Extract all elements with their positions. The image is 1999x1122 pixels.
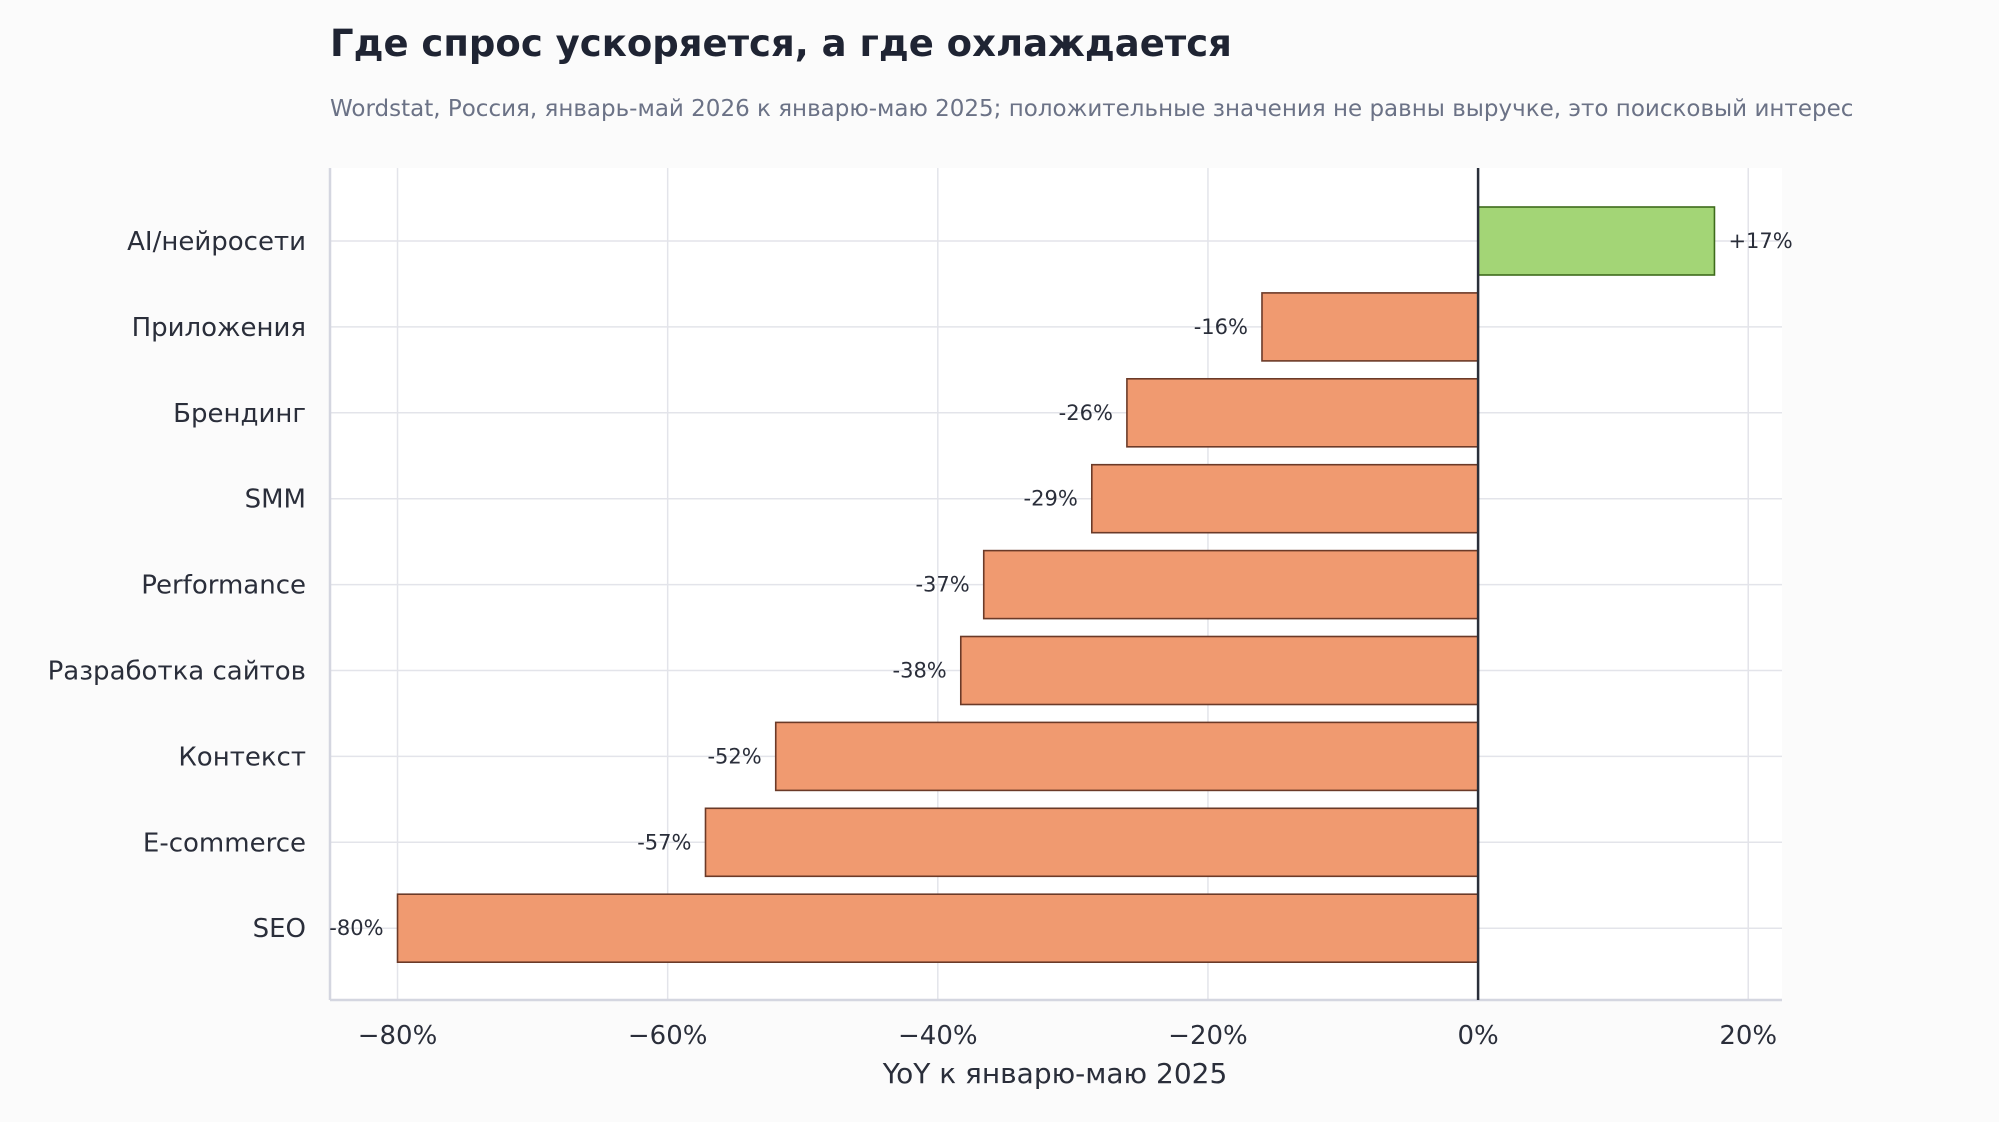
bar: [1126, 377, 1479, 448]
bar: [396, 893, 1479, 964]
x-tick-label: 20%: [1719, 1021, 1777, 1051]
y-tick-label: AI/нейросети: [127, 227, 306, 257]
y-tick-label: Разработка сайтов: [48, 657, 306, 687]
data-label: -38%: [893, 659, 947, 683]
y-tick-label: Брендинг: [173, 399, 306, 429]
bar-layer: [396, 206, 1716, 964]
x-tick-label: −20%: [1168, 1021, 1248, 1051]
y-tick-label: SEO: [253, 914, 306, 944]
bar: [1477, 206, 1716, 276]
y-tick-label: Приложения: [132, 313, 306, 343]
y-tick-label: E-commerce: [143, 828, 306, 858]
y-tick-label: SMM: [245, 485, 306, 515]
x-tick-label: −80%: [358, 1021, 438, 1051]
data-label: -16%: [1194, 315, 1248, 339]
x-tick-label: −40%: [898, 1021, 978, 1051]
label-layer: +17% -16% -26% -29% -37% -38% -52% -57% -80%: [329, 168, 1793, 1000]
data-label: -80%: [329, 916, 383, 940]
x-axis-label: YoY к январю-маю 2025: [882, 1057, 1228, 1090]
data-label: +17%: [1728, 229, 1792, 253]
x-tick-label: −60%: [628, 1021, 708, 1051]
data-label: -52%: [707, 744, 761, 768]
chart-subtitle: Wordstat, Россия, январь-май 2026 к янва…: [330, 96, 1854, 122]
x-tick-label: 0%: [1457, 1021, 1498, 1051]
axis-layer: −80% −60% −40% −20% 0% 20% AI/нейросети Приложе…: [48, 168, 1782, 1051]
chart-title: Где спрос ускоряется, а где охлаждается: [330, 22, 1232, 65]
bar: [1090, 463, 1479, 534]
bar: [1261, 292, 1479, 362]
data-label: -26%: [1059, 401, 1113, 425]
bar: [704, 807, 1479, 878]
y-tick-label: Performance: [141, 571, 306, 601]
y-tick-label: Контекст: [178, 742, 306, 772]
data-label: -37%: [915, 573, 969, 597]
data-label: -29%: [1024, 487, 1078, 511]
bar: [774, 721, 1479, 792]
data-label: -57%: [637, 830, 691, 854]
bar: [982, 549, 1479, 620]
bar: [959, 635, 1479, 706]
